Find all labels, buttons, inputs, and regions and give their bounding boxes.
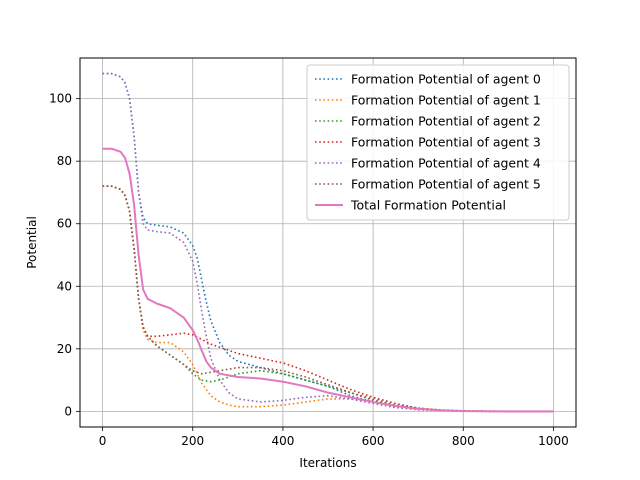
x-tick-label: 200 bbox=[181, 434, 204, 448]
series-line-4 bbox=[102, 72, 554, 413]
legend-label-2: Formation Potential of agent 2 bbox=[351, 114, 541, 129]
series-line-3 bbox=[102, 185, 554, 413]
legend: Formation Potential of agent 0 Formation … bbox=[306, 64, 570, 221]
legend-label-3: Formation Potential of agent 3 bbox=[351, 135, 541, 150]
legend-label-4: Formation Potential of agent 4 bbox=[351, 156, 541, 171]
legend-label-0: Formation Potential of agent 0 bbox=[351, 72, 541, 87]
plot-frame bbox=[79, 57, 577, 428]
y-axis-label: Potential bbox=[25, 216, 39, 269]
x-tick-label: 400 bbox=[271, 434, 294, 448]
y-tick-label: 0 bbox=[64, 404, 72, 418]
series-line-6 bbox=[102, 147, 554, 413]
x-tick-label: 600 bbox=[362, 434, 385, 448]
y-tick-label: 100 bbox=[49, 92, 72, 106]
x-tick-label: 1000 bbox=[538, 434, 569, 448]
y-tick-label: 40 bbox=[57, 279, 72, 293]
legend-label-5: Formation Potential of agent 5 bbox=[351, 177, 541, 192]
series-line-2 bbox=[102, 185, 554, 413]
y-tick-label: 60 bbox=[57, 217, 72, 231]
x-axis-label: Iterations bbox=[299, 456, 356, 470]
axis-ticks: 0 200 400 600 800 1000 0 20 40 60 80 100 bbox=[49, 92, 569, 448]
legend-label-1: Formation Potential of agent 1 bbox=[351, 93, 541, 108]
x-tick-label: 800 bbox=[452, 434, 475, 448]
legend-box bbox=[306, 64, 570, 221]
series-line-0 bbox=[102, 72, 554, 413]
x-tick-label: 0 bbox=[99, 434, 107, 448]
y-tick-label: 20 bbox=[57, 342, 72, 356]
legend-label-6: Total Formation Potential bbox=[350, 198, 506, 213]
series-lines bbox=[102, 72, 554, 413]
y-tick-label: 80 bbox=[57, 154, 72, 168]
